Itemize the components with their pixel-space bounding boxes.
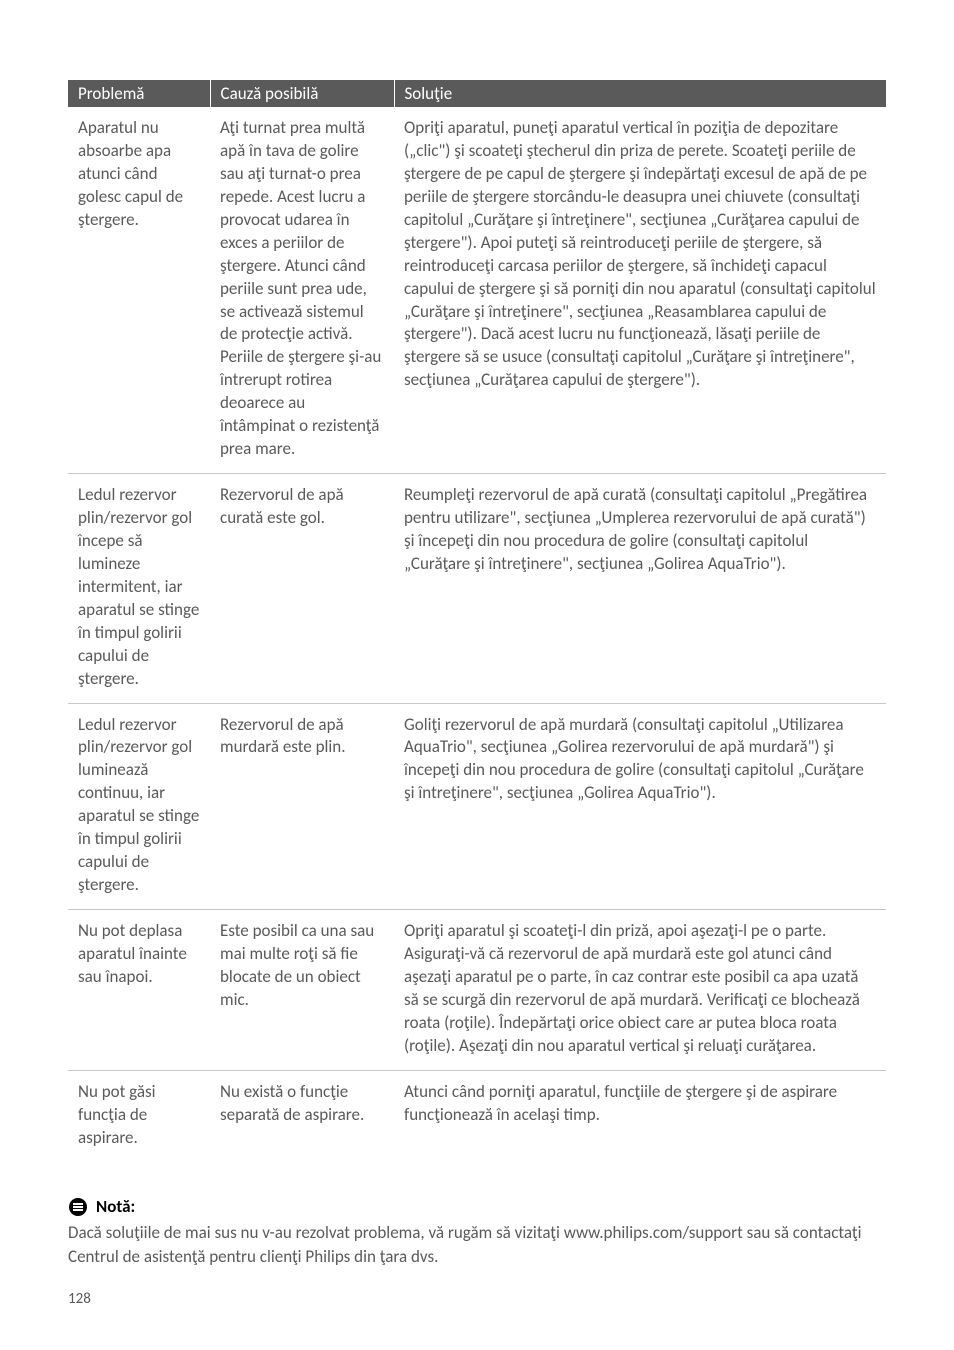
cell-cause: Aţi turnat prea multă apă în tava de gol… [210, 107, 394, 474]
cell-problem: Aparatul nu absoarbe apa atunci când gol… [68, 107, 210, 474]
cell-solution: Opriţi aparatul şi scoateţi-l din priză,… [394, 910, 886, 1071]
table-row: Nu pot găsi funcţia de aspirare. Nu exis… [68, 1070, 886, 1161]
table-row: Nu pot deplasa aparatul înainte sau înap… [68, 910, 886, 1071]
col-header-solution: Soluţie [394, 80, 886, 107]
cell-solution: Opriţi aparatul, puneţi aparatul vertica… [394, 107, 886, 474]
cell-cause: Nu există o funcţie separată de aspirare… [210, 1070, 394, 1161]
cell-solution: Reumpleţi rezervorul de apă curată (cons… [394, 474, 886, 703]
cell-cause: Rezervorul de apă murdară este plin. [210, 703, 394, 910]
note-label: Notă: [96, 1195, 135, 1219]
cell-problem: Nu pot deplasa aparatul înainte sau înap… [68, 910, 210, 1071]
troubleshooting-table: Problemă Cauză posibilă Soluţie Aparatul… [68, 80, 886, 1161]
page-number: 128 [68, 1290, 91, 1308]
note-text: Dacă soluţiile de mai sus nu v-au rezolv… [68, 1221, 886, 1269]
col-header-problem: Problemă [68, 80, 210, 107]
cell-problem: Ledul rezervor plin/rezervor gol începe … [68, 474, 210, 703]
cell-problem: Ledul rezervor plin/rezervor gol luminea… [68, 703, 210, 910]
cell-problem: Nu pot găsi funcţia de aspirare. [68, 1070, 210, 1161]
col-header-cause: Cauză posibilă [210, 80, 394, 107]
note-block: Notă: Dacă soluţiile de mai sus nu v-au … [68, 1195, 886, 1268]
note-icon [68, 1197, 88, 1217]
table-row: Ledul rezervor plin/rezervor gol începe … [68, 474, 886, 703]
cell-solution: Atunci când porniţi aparatul, funcţiile … [394, 1070, 886, 1161]
cell-solution: Goliţi rezervorul de apă murdară (consul… [394, 703, 886, 910]
cell-cause: Este posibil ca una sau mai multe roţi s… [210, 910, 394, 1071]
cell-cause: Rezervorul de apă curată este gol. [210, 474, 394, 703]
table-row: Ledul rezervor plin/rezervor gol luminea… [68, 703, 886, 910]
table-row: Aparatul nu absoarbe apa atunci când gol… [68, 107, 886, 474]
